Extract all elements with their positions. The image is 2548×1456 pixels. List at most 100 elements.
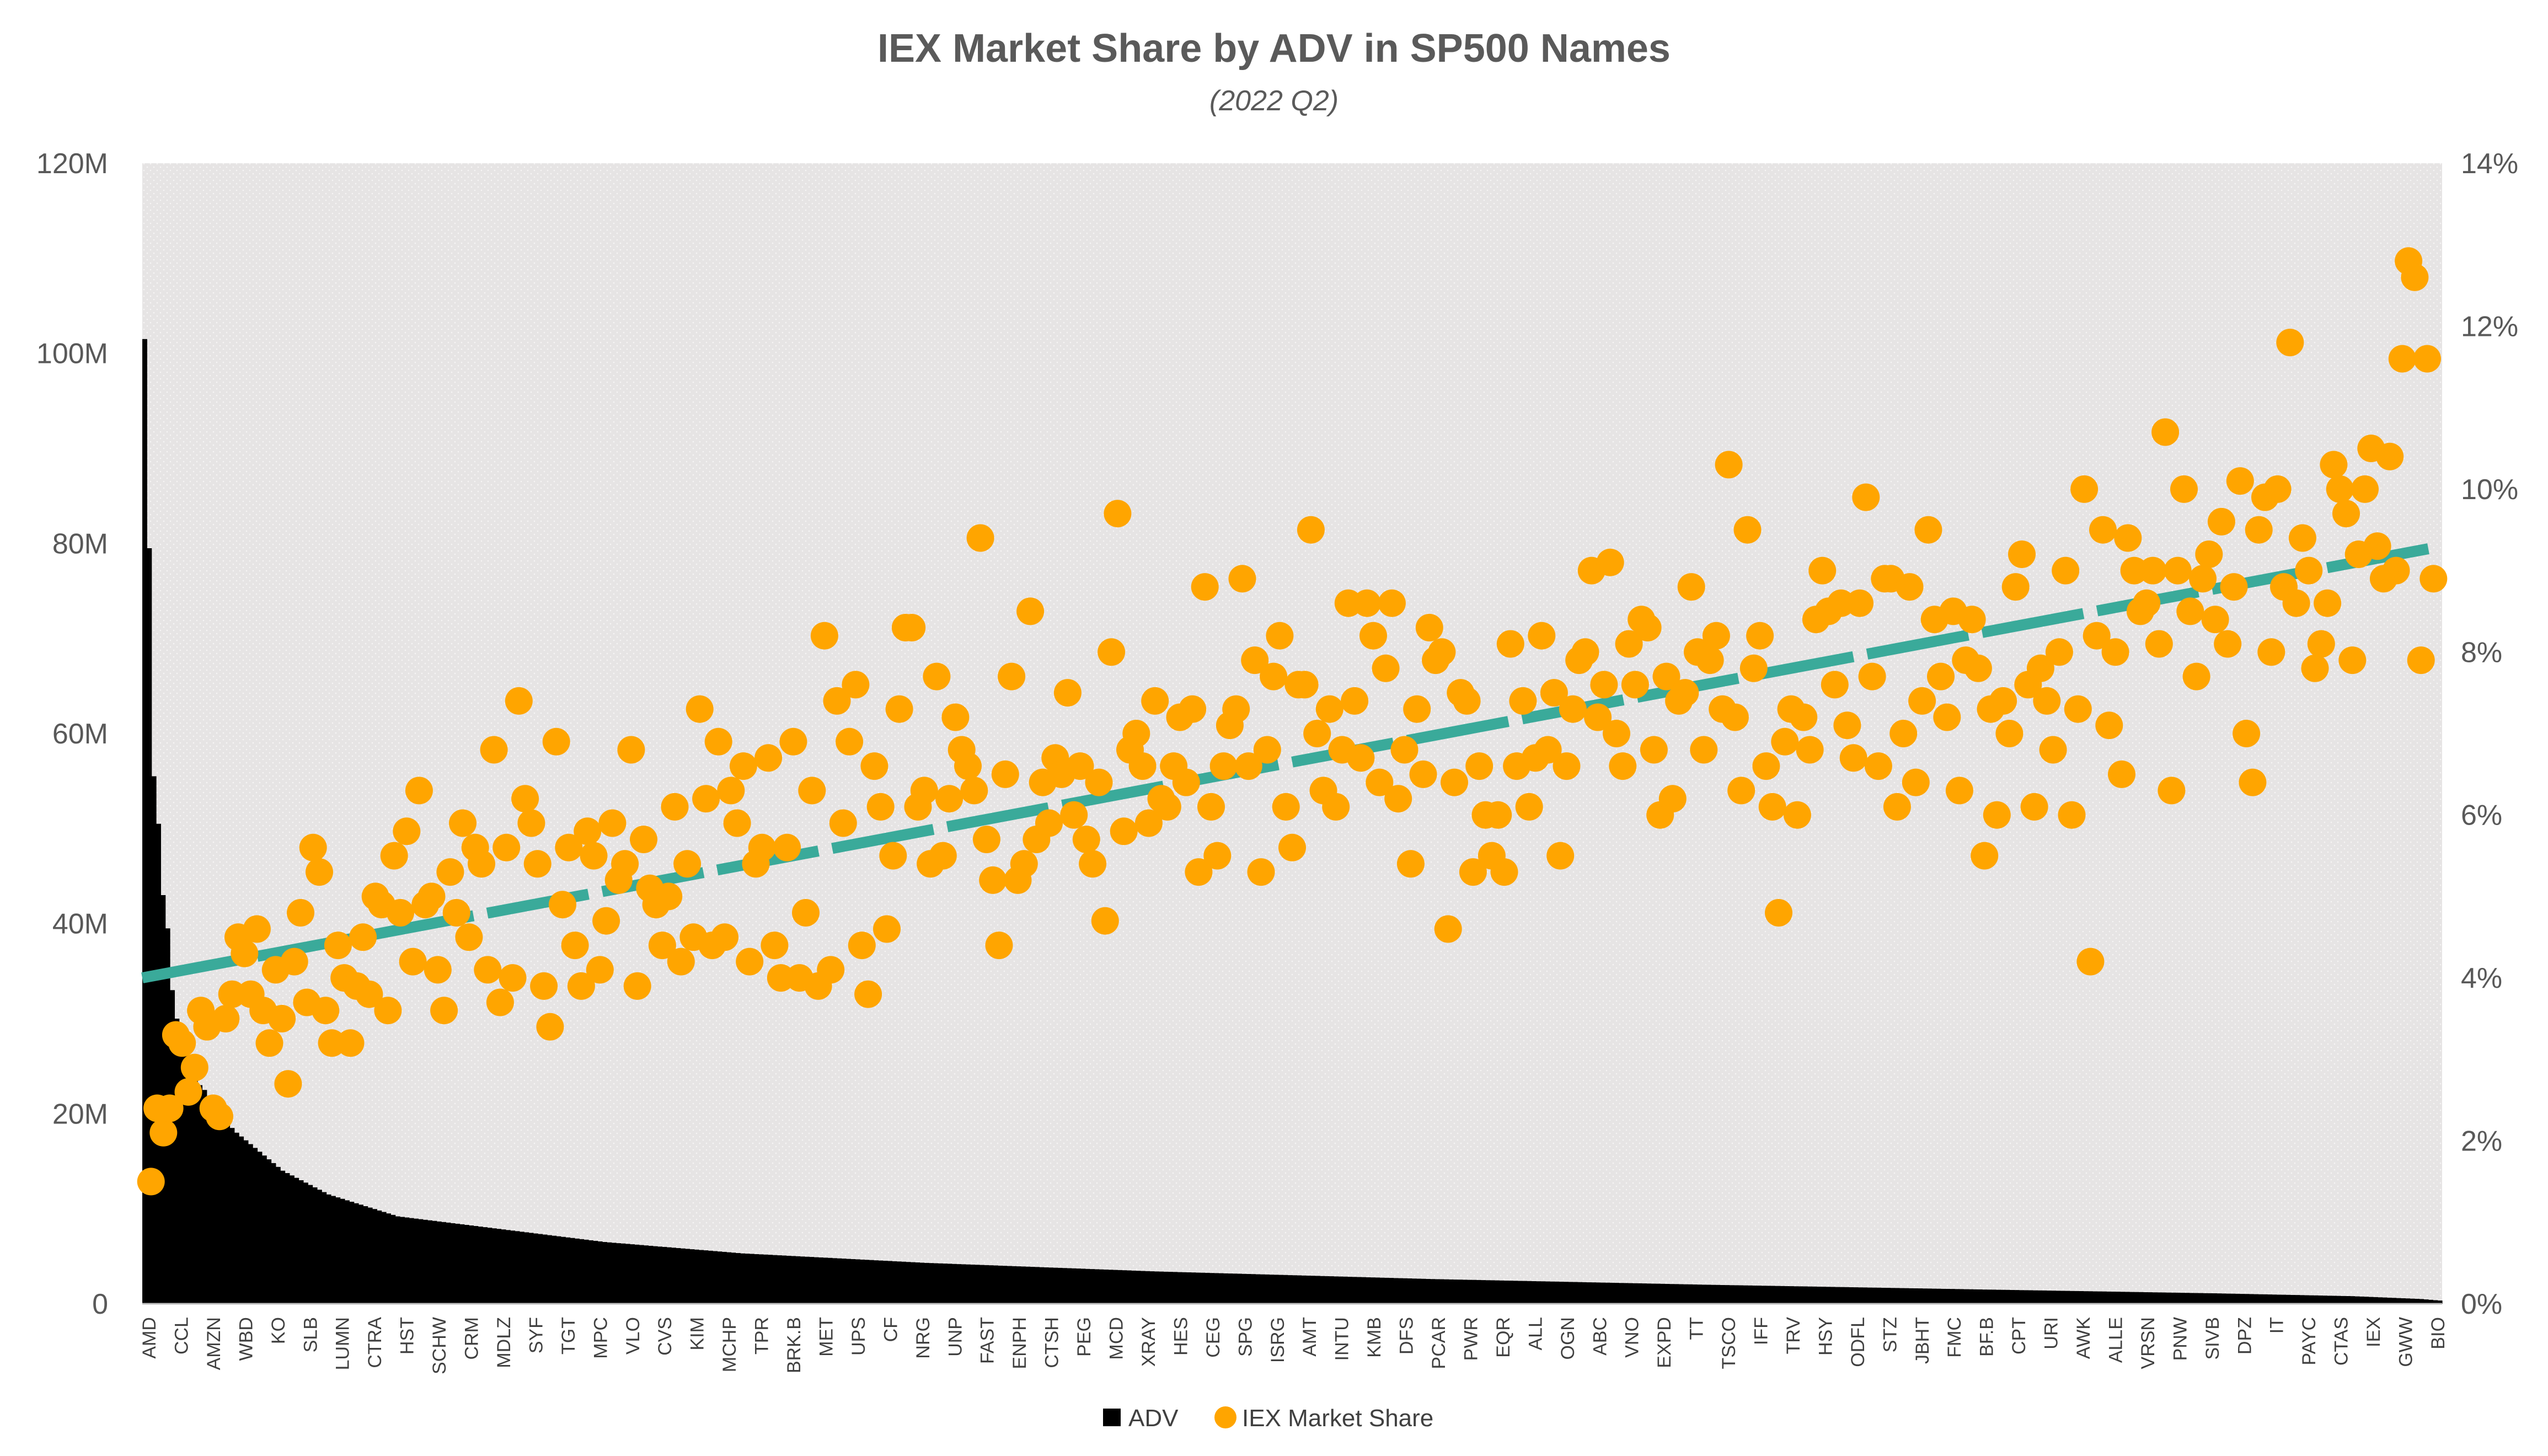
adv-bar	[864, 1260, 870, 1304]
adv-bar	[2313, 1295, 2319, 1304]
adv-bar	[1011, 1266, 1017, 1304]
market-share-point	[1185, 858, 1213, 886]
market-share-point	[243, 915, 271, 943]
market-share-point	[1652, 662, 1680, 690]
adv-bar	[1053, 1267, 1058, 1304]
adv-bar	[206, 1099, 212, 1304]
market-share-point	[979, 866, 1007, 894]
market-share-point	[1110, 817, 1138, 845]
adv-bar	[584, 1239, 589, 1304]
market-share-point	[312, 997, 340, 1025]
adv-bar	[556, 1236, 561, 1304]
adv-bar	[1159, 1271, 1164, 1304]
adv-bar	[1586, 1282, 1592, 1304]
adv-bar	[1802, 1286, 1808, 1304]
market-share-point	[1453, 687, 1481, 715]
category-label: UNP	[945, 1317, 966, 1357]
adv-bar	[786, 1256, 791, 1304]
adv-bar	[1706, 1284, 1711, 1304]
adv-bar	[395, 1216, 400, 1304]
adv-bar	[1149, 1271, 1155, 1304]
adv-bar	[1205, 1272, 1210, 1304]
market-share-point	[2182, 662, 2210, 690]
market-share-point	[1197, 793, 1225, 821]
adv-bars	[142, 339, 2443, 1304]
category-label: HES	[1170, 1317, 1191, 1356]
category-label: MCD	[1106, 1317, 1127, 1359]
adv-bar	[2350, 1296, 2356, 1304]
adv-bar	[2217, 1293, 2222, 1304]
adv-bar	[400, 1217, 405, 1304]
adv-bar	[813, 1257, 819, 1304]
market-share-point	[1060, 801, 1088, 829]
category-label: VNO	[1622, 1317, 1643, 1358]
adv-bar	[1453, 1280, 1458, 1304]
category-label: SYF	[526, 1317, 547, 1353]
adv-bar	[1784, 1286, 1790, 1304]
market-share-point	[1366, 768, 1394, 796]
market-share-point	[430, 997, 458, 1025]
adv-bar	[726, 1252, 732, 1304]
category-label: SCHW	[429, 1317, 450, 1374]
adv-bar	[330, 1196, 336, 1304]
market-share-point	[2382, 556, 2410, 585]
adv-bar	[993, 1265, 998, 1304]
adv-bar	[450, 1223, 456, 1304]
adv-bar	[1940, 1288, 1946, 1304]
market-share-point	[1852, 483, 1880, 511]
market-share-point	[2145, 630, 2173, 658]
adv-bar	[2386, 1298, 2392, 1304]
category-label: CVS	[655, 1317, 676, 1356]
adv-bar	[1628, 1283, 1633, 1304]
adv-bar	[1862, 1287, 1868, 1304]
adv-bar	[538, 1234, 543, 1304]
category-label: WBD	[235, 1317, 256, 1361]
adv-bar	[823, 1257, 828, 1304]
market-share-point	[1796, 736, 1824, 764]
market-share-point	[1746, 622, 1774, 650]
adv-bar	[1048, 1267, 1053, 1304]
adv-bar	[317, 1190, 322, 1304]
market-share-point	[2008, 540, 2036, 568]
category-label: ABC	[1589, 1317, 1610, 1356]
market-share-point	[387, 899, 414, 927]
adv-bar	[956, 1264, 962, 1304]
market-share-point	[1191, 573, 1219, 601]
category-label: TT	[1687, 1317, 1707, 1340]
market-share-point	[2407, 646, 2435, 675]
adv-bar	[2226, 1293, 2231, 1304]
category-label: PWR	[1461, 1317, 1482, 1361]
adv-bar	[1945, 1289, 1951, 1304]
trend-segment	[141, 953, 245, 983]
market-share-point	[1209, 752, 1238, 780]
adv-bar	[1568, 1282, 1573, 1304]
adv-bar	[2193, 1293, 2199, 1304]
left-tick-label: 120M	[36, 148, 108, 180]
adv-bar	[1301, 1275, 1307, 1304]
adv-bar	[620, 1243, 626, 1304]
adv-bar	[1485, 1280, 1491, 1304]
market-share-point	[1621, 671, 1649, 699]
adv-bar	[1067, 1268, 1072, 1304]
market-share-point	[1658, 785, 1687, 813]
adv-bar	[2327, 1296, 2332, 1304]
left-tick-label: 0	[92, 1288, 108, 1320]
market-share-point	[2052, 556, 2080, 585]
market-share-point	[2320, 451, 2348, 479]
adv-bar	[574, 1238, 580, 1304]
market-share-point	[1603, 720, 1630, 747]
category-label: OGN	[1557, 1317, 1578, 1359]
adv-bar	[1641, 1283, 1647, 1304]
adv-bar	[390, 1214, 396, 1304]
market-share-point	[393, 817, 421, 845]
adv-bar	[1315, 1276, 1320, 1304]
market-share-point	[287, 899, 314, 927]
adv-bar	[2249, 1294, 2254, 1304]
adv-bar	[1894, 1288, 1900, 1304]
market-share-point	[436, 858, 464, 886]
market-share-point	[1098, 638, 1126, 666]
adv-bar	[607, 1242, 612, 1304]
adv-bar	[915, 1262, 920, 1304]
adv-bar	[510, 1230, 516, 1304]
market-share-point	[1995, 720, 2024, 747]
